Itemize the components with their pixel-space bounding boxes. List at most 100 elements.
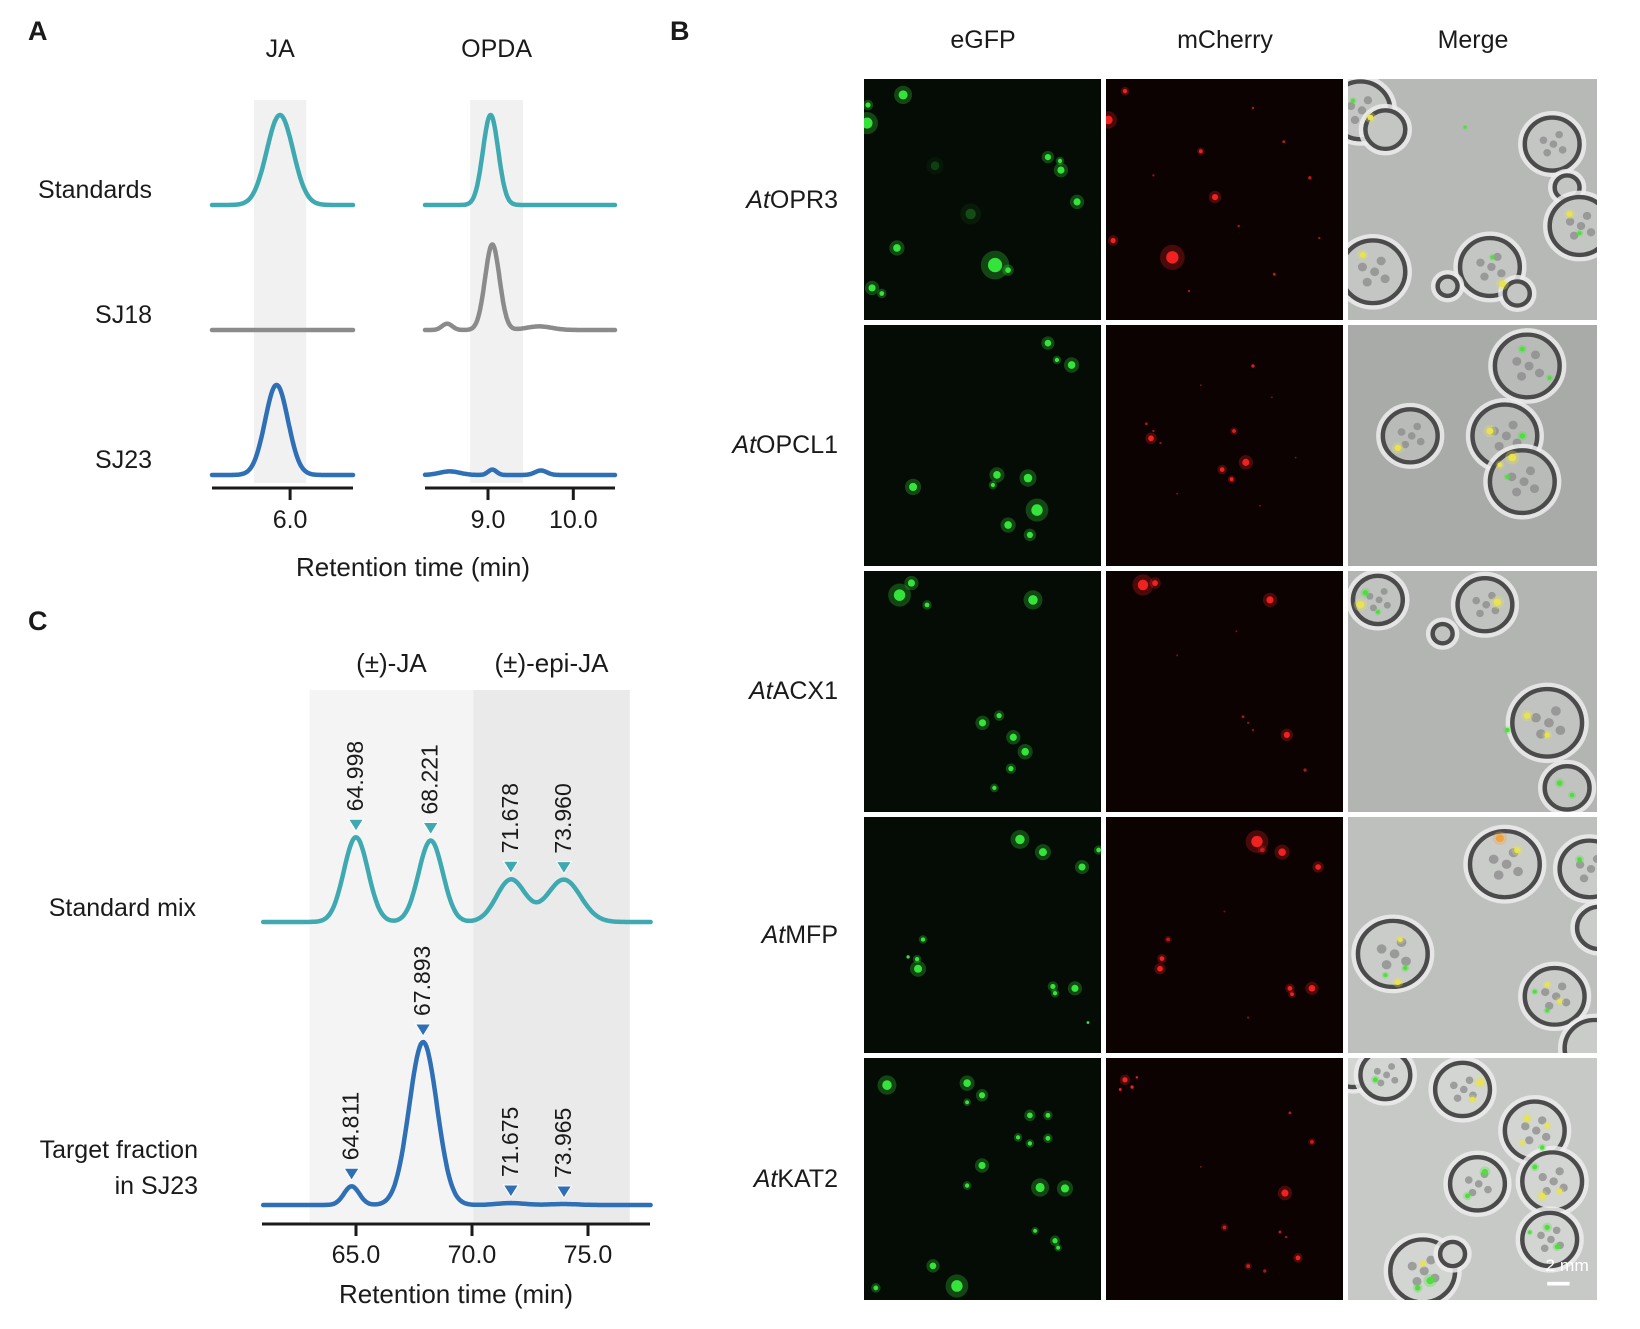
cell-organelle-speckle <box>1487 262 1496 272</box>
yeast-cell-halo <box>1498 274 1537 313</box>
fluorescence-dot <box>920 937 926 942</box>
series-label: Standards <box>38 176 152 204</box>
fluorescence-dot <box>1251 364 1255 368</box>
cell-organelle-speckle <box>1555 130 1563 139</box>
cell-organelle-speckle <box>1464 1176 1473 1184</box>
cell-organelle-speckle <box>1507 472 1517 482</box>
cell-organelle-speckle <box>1363 96 1373 105</box>
merge-signal-dot <box>1577 857 1583 862</box>
merge-signal-dot <box>1519 433 1526 439</box>
yeast-cell-halo <box>1443 1150 1512 1217</box>
cell-organelle-speckle <box>1497 269 1506 278</box>
merge-signal-dot <box>1528 1230 1532 1234</box>
fluorescence-dot <box>1315 864 1321 870</box>
fluorescence-dot <box>1052 991 1058 996</box>
cell-organelle-speckle <box>1592 855 1597 863</box>
fluorescence-dot <box>1246 1264 1251 1269</box>
yeast-cell <box>1547 194 1597 258</box>
cell-organelle-speckle <box>1532 1126 1541 1135</box>
cell-organelle-speckle <box>1513 866 1523 877</box>
peak-marker-icon <box>555 861 573 875</box>
merge-signal-dot <box>1505 727 1510 733</box>
fluorescence-dot <box>1026 531 1033 539</box>
cell-organelle-speckle <box>1524 361 1534 371</box>
fluorescence-dot <box>1303 768 1307 772</box>
chromatogram-trace-standards <box>422 112 618 208</box>
cell-organelle-speckle <box>1557 982 1567 991</box>
chromatogram-trace <box>260 1039 653 1208</box>
cell-organelle-speckle <box>1469 1091 1477 1099</box>
yeast-cell-halo <box>1376 402 1445 469</box>
cell-organelle-speckle <box>1547 1235 1555 1244</box>
cell-organelle-speckle <box>1484 1185 1492 1194</box>
fluorescence-dot <box>914 956 920 962</box>
fluorescence-dot <box>1086 1021 1090 1024</box>
cell-organelle-speckle <box>1397 428 1406 436</box>
fluorescence-dot <box>1270 396 1273 399</box>
fluorescence-dot <box>1251 106 1255 110</box>
panel-a-label: A <box>28 16 48 46</box>
fluorescence-dot <box>1284 1235 1288 1239</box>
peak-marker-icon <box>555 1185 573 1199</box>
gene-prefix: At <box>753 1165 778 1193</box>
cell-organelle-speckle <box>1519 477 1529 487</box>
fluorescence-dot <box>1033 1228 1038 1233</box>
fluorescence-dot <box>1251 835 1263 848</box>
merge-signal-dot <box>1539 1145 1545 1150</box>
fluorescence-dot <box>1278 848 1286 856</box>
fluorescence-dot <box>1027 1141 1033 1146</box>
merge-signal-dot <box>1547 376 1552 380</box>
merge-signal-dot <box>1566 211 1573 217</box>
column-header-mcherry: mCherry <box>1177 26 1273 54</box>
merge-signal-dot <box>1356 601 1365 609</box>
cell-organelle-speckle <box>1357 262 1367 272</box>
cell-organelle-speckle <box>1375 596 1383 604</box>
merge-signal-dot <box>1383 973 1388 978</box>
merge-signal-dot <box>1544 1123 1550 1129</box>
region-title: (±)-JA <box>356 648 427 678</box>
peak-retention-time-label: 64.998 <box>342 741 368 811</box>
cell-organelle-speckle <box>1357 106 1367 115</box>
merge-signal-dot <box>1420 1261 1426 1267</box>
cell-organelle-speckle <box>1369 604 1377 612</box>
fluorescence-dot <box>1219 467 1225 473</box>
fluorescence-dot <box>1071 984 1079 992</box>
cell-organelle-speckle <box>1586 228 1596 237</box>
subplot-title: JA <box>266 35 296 63</box>
micrograph-background <box>864 79 1101 320</box>
merge-signal-dot <box>1414 1285 1421 1291</box>
mcherry-micrograph <box>1106 817 1343 1053</box>
merge-micrograph <box>1348 79 1597 320</box>
fluorescence-dot <box>906 955 910 959</box>
tick-label: 10.0 <box>549 506 598 534</box>
merge-signal-dot <box>1350 98 1355 103</box>
mcherry-micrograph <box>1106 325 1343 566</box>
micrograph-background <box>1106 325 1343 566</box>
micrograph-background <box>1106 79 1343 320</box>
fluorescence-dot <box>1135 1076 1138 1079</box>
panel-c-label: C <box>28 606 48 636</box>
cell-organelle-speckle <box>1530 350 1541 360</box>
gene-prefix: At <box>749 677 773 705</box>
merge-signal-dot <box>1520 1140 1525 1145</box>
fluorescence-dot <box>909 482 918 492</box>
fluorescence-dot <box>965 208 976 220</box>
gene-name: MFP <box>785 921 838 949</box>
gene-name: OPR3 <box>769 186 838 214</box>
fluorescence-dot <box>1152 580 1158 586</box>
peak-retention-time-label: 71.678 <box>497 783 523 853</box>
peak-marker-icon <box>502 1184 520 1198</box>
peak-retention-time-label: 71.675 <box>497 1107 523 1177</box>
fluorescence-dot <box>893 244 901 252</box>
fluorescence-dot <box>1057 158 1063 164</box>
peak-marker-icon <box>343 1167 361 1182</box>
fluorescence-dot <box>1295 1255 1301 1261</box>
egfp-micrograph <box>864 79 1101 320</box>
fluorescence-dot <box>914 964 923 973</box>
peak-retention-time-label: 68.221 <box>417 744 443 814</box>
cell-organelle-speckle <box>1493 252 1502 261</box>
cell-organelle-speckle <box>1529 484 1540 494</box>
yeast-cell-halo <box>1488 328 1567 404</box>
yeast-cell-halo <box>1453 231 1527 303</box>
